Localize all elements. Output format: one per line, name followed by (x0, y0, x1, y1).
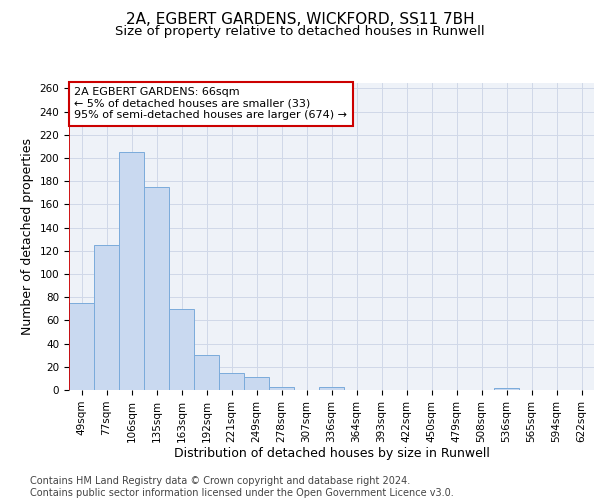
Bar (219, 372, 244, 390)
Bar (144, 187, 169, 390)
Bar (69, 303, 94, 390)
Bar (319, 386, 344, 390)
Bar (119, 152, 144, 390)
X-axis label: Distribution of detached houses by size in Runwell: Distribution of detached houses by size … (173, 448, 490, 460)
Bar (494, 388, 519, 390)
Text: Contains HM Land Registry data © Crown copyright and database right 2024.
Contai: Contains HM Land Registry data © Crown c… (30, 476, 454, 498)
Y-axis label: Number of detached properties: Number of detached properties (21, 138, 34, 335)
Bar (169, 309, 194, 390)
Bar (194, 355, 219, 390)
Text: 2A, EGBERT GARDENS, WICKFORD, SS11 7BH: 2A, EGBERT GARDENS, WICKFORD, SS11 7BH (125, 12, 475, 26)
Text: 2A EGBERT GARDENS: 66sqm
← 5% of detached houses are smaller (33)
95% of semi-de: 2A EGBERT GARDENS: 66sqm ← 5% of detache… (74, 87, 347, 120)
Text: Size of property relative to detached houses in Runwell: Size of property relative to detached ho… (115, 25, 485, 38)
Bar (94, 245, 119, 390)
Bar (244, 377, 269, 390)
Bar (269, 386, 294, 390)
